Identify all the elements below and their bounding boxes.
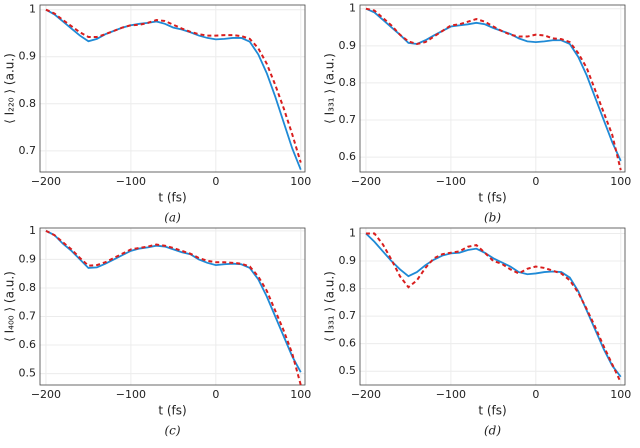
- caption: (b): [484, 211, 501, 225]
- x-tick-label: −100: [436, 175, 466, 188]
- y-tick-label: 0.9: [339, 39, 357, 52]
- caption: (c): [164, 424, 180, 438]
- x-tick-label: −100: [116, 175, 146, 188]
- y-tick-label: 1: [349, 227, 356, 240]
- x-axis-label: t (fs): [158, 404, 186, 418]
- y-axis-label: ⟨ I₃₃₁ ⟩ (a.u.): [323, 53, 337, 124]
- x-tick-label: 0: [532, 175, 539, 188]
- series-line: [365, 232, 622, 383]
- y-axis-label: ⟨ I₂₂₀ ⟩ (a.u.): [3, 53, 17, 124]
- y-tick-label: 0.8: [19, 281, 37, 294]
- x-tick-label: 100: [610, 175, 631, 188]
- y-tick-label: 0.6: [339, 337, 357, 350]
- y-tick-label: 1: [29, 224, 36, 237]
- x-tick-label: 100: [290, 175, 311, 188]
- series-line: [365, 7, 622, 162]
- y-tick-label: 0.9: [19, 252, 37, 265]
- x-tick-label: 100: [290, 388, 311, 401]
- caption: (a): [164, 211, 181, 225]
- panel: −200 −100 0 100 0.5 0.6 0.7 0.8 0.9 1 t (fs) (c) ⟨ I…: [3, 224, 312, 438]
- series-line: [45, 229, 302, 386]
- x-tick-label: 0: [532, 388, 539, 401]
- plot-frame: [39, 4, 306, 173]
- y-tick-label: 1: [349, 2, 356, 15]
- x-tick-label: 0: [212, 175, 219, 188]
- x-tick-label: −200: [31, 388, 61, 401]
- panel: −200 −100 0 100 0.5 0.6 0.7 0.8 0.9 1 t (fs) (d) ⟨ I…: [323, 227, 632, 438]
- plot-frame: [39, 227, 306, 386]
- x-tick-label: 100: [610, 388, 631, 401]
- y-tick-label: 0.7: [19, 144, 37, 157]
- panel: −200 −100 0 100 0.6 0.7 0.8 0.9 1 t (fs) (b) ⟨ I₃₃₁…: [323, 2, 632, 225]
- caption: (d): [484, 424, 501, 438]
- panel: −200 −100 0 100 0.7 0.8 0.9 1 t (fs) (a) ⟨ I₂₂₀ ⟩ …: [3, 3, 312, 225]
- y-tick-label: 0.6: [339, 150, 357, 163]
- y-tick-label: 0.5: [19, 367, 37, 380]
- y-tick-label: 0.9: [339, 254, 357, 267]
- series-line: [45, 230, 302, 373]
- y-tick-label: 0.7: [19, 309, 37, 322]
- x-axis-label: t (fs): [158, 191, 186, 205]
- y-tick-label: 0.9: [19, 50, 37, 63]
- y-tick-label: 1: [29, 3, 36, 16]
- series-line: [365, 7, 622, 171]
- series-line: [365, 232, 622, 378]
- y-tick-label: 0.8: [19, 97, 37, 110]
- x-tick-label: −100: [116, 388, 146, 401]
- series-line: [45, 8, 302, 163]
- x-tick-label: 0: [212, 388, 219, 401]
- y-axis-label: ⟨ I₄₀₀ ⟩ (a.u.): [3, 271, 17, 342]
- y-tick-label: 0.5: [339, 364, 357, 377]
- y-tick-label: 0.8: [339, 76, 357, 89]
- y-axis-label: ⟨ I₃₃₁ ⟩ (a.u.): [323, 271, 337, 342]
- x-tick-label: −200: [351, 175, 381, 188]
- x-tick-label: −100: [436, 388, 466, 401]
- series-line: [45, 8, 302, 170]
- plot-frame: [359, 227, 626, 386]
- y-tick-label: 0.7: [339, 113, 357, 126]
- x-axis-label: t (fs): [478, 404, 506, 418]
- x-axis-label: t (fs): [478, 191, 506, 205]
- plot-frame: [359, 4, 626, 173]
- y-tick-label: 0.6: [19, 338, 37, 351]
- x-tick-label: −200: [351, 388, 381, 401]
- y-tick-label: 0.8: [339, 282, 357, 295]
- x-tick-label: −200: [31, 175, 61, 188]
- y-tick-label: 0.7: [339, 309, 357, 322]
